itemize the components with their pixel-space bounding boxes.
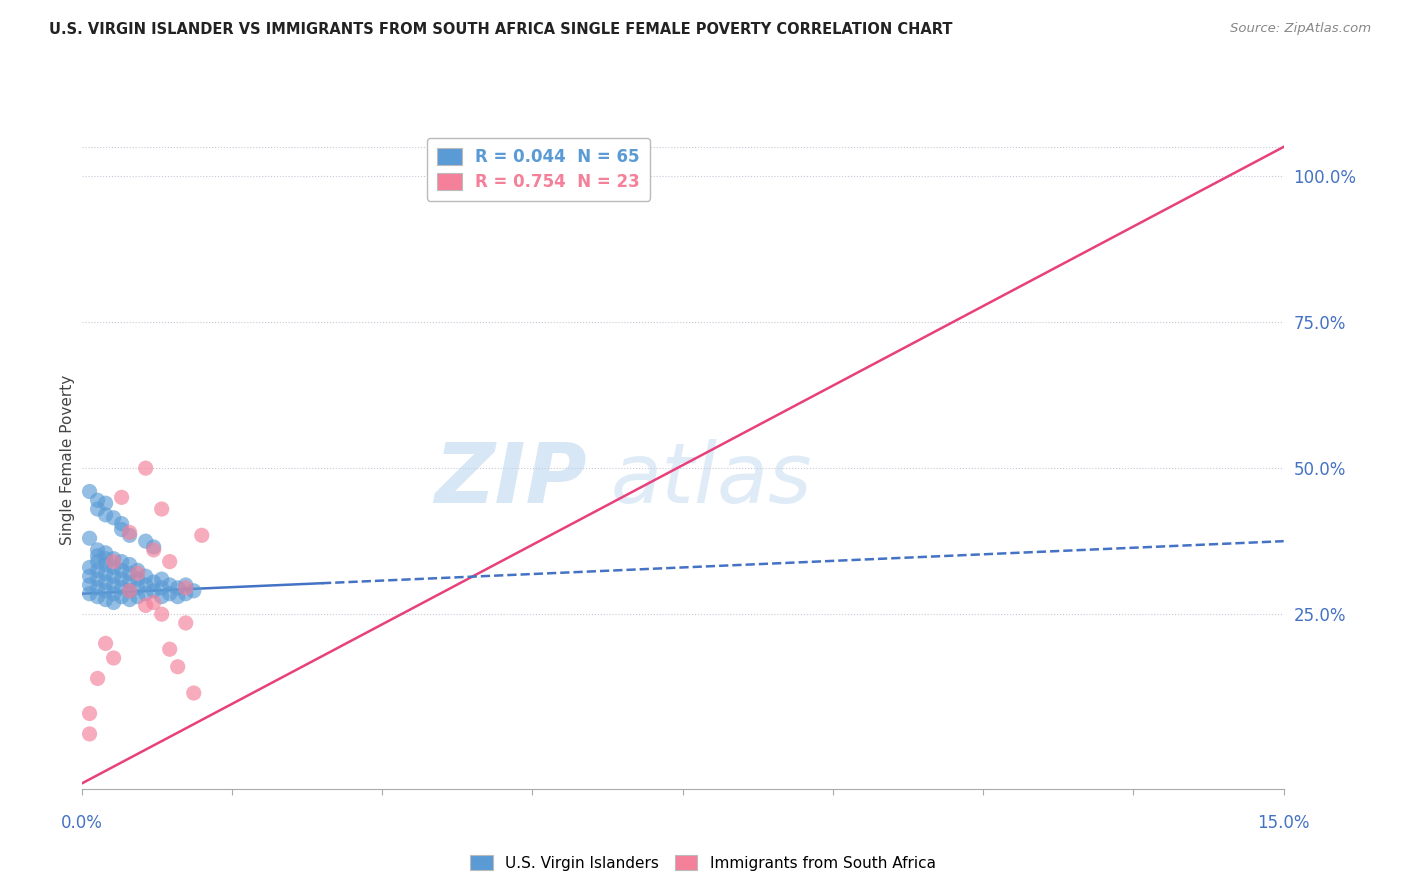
Text: U.S. VIRGIN ISLANDER VS IMMIGRANTS FROM SOUTH AFRICA SINGLE FEMALE POVERTY CORRE: U.S. VIRGIN ISLANDER VS IMMIGRANTS FROM … [49, 22, 953, 37]
Point [118, 525, 141, 540]
Text: 0.0%: 0.0% [60, 814, 103, 831]
Point [94, 508, 117, 522]
Point [183, 583, 205, 598]
Point [94, 546, 117, 560]
Point [127, 581, 149, 595]
Point [150, 607, 173, 622]
Point [86, 563, 108, 577]
Point [111, 563, 132, 577]
Point [166, 659, 188, 673]
Point [174, 578, 197, 592]
Point [79, 578, 101, 592]
Point [103, 569, 125, 583]
Point [142, 543, 165, 558]
Point [94, 496, 117, 510]
Point [94, 558, 117, 572]
Point [159, 587, 181, 601]
Point [111, 590, 132, 604]
Point [127, 572, 149, 586]
Point [94, 636, 117, 650]
Point [79, 587, 101, 601]
Point [135, 599, 157, 613]
Point [86, 672, 108, 686]
Point [127, 590, 149, 604]
Point [150, 502, 173, 516]
Point [118, 528, 141, 542]
Point [118, 558, 141, 572]
Point [142, 583, 165, 598]
Point [142, 540, 165, 554]
Point [142, 595, 165, 609]
Point [103, 578, 125, 592]
Point [159, 578, 181, 592]
Point [111, 581, 132, 595]
Point [103, 560, 125, 574]
Text: 15.0%: 15.0% [1257, 814, 1310, 831]
Point [135, 461, 157, 475]
Point [142, 575, 165, 590]
Point [159, 642, 181, 657]
Point [150, 590, 173, 604]
Point [127, 566, 149, 581]
Point [94, 592, 117, 607]
Point [79, 531, 101, 545]
Point [86, 493, 108, 508]
Point [166, 590, 188, 604]
Point [86, 590, 108, 604]
Point [86, 502, 108, 516]
Point [103, 651, 125, 665]
Point [150, 572, 173, 586]
Point [111, 572, 132, 586]
Legend: R = 0.044  N = 65, R = 0.754  N = 23: R = 0.044 N = 65, R = 0.754 N = 23 [427, 137, 650, 201]
Point [183, 686, 205, 700]
Point [94, 583, 117, 598]
Point [174, 615, 197, 630]
Point [103, 587, 125, 601]
Point [118, 592, 141, 607]
Point [86, 581, 108, 595]
Point [111, 523, 132, 537]
Text: ZIP: ZIP [434, 439, 586, 520]
Point [127, 563, 149, 577]
Point [86, 555, 108, 569]
Point [174, 581, 197, 595]
Point [174, 587, 197, 601]
Point [103, 510, 125, 524]
Point [150, 581, 173, 595]
Point [118, 583, 141, 598]
Point [103, 595, 125, 609]
Point [94, 551, 117, 566]
Point [111, 491, 132, 505]
Point [135, 569, 157, 583]
Point [191, 528, 214, 542]
Point [79, 706, 101, 721]
Point [118, 583, 141, 598]
Point [135, 587, 157, 601]
Point [159, 555, 181, 569]
Point [118, 566, 141, 581]
Point [86, 543, 108, 558]
Point [111, 555, 132, 569]
Point [94, 575, 117, 590]
Point [103, 555, 125, 569]
Point [118, 575, 141, 590]
Point [166, 581, 188, 595]
Point [94, 566, 117, 581]
Point [111, 516, 132, 531]
Point [79, 727, 101, 741]
Point [79, 569, 101, 583]
Text: atlas: atlas [610, 439, 813, 520]
Point [79, 560, 101, 574]
Legend: U.S. Virgin Islanders, Immigrants from South Africa: U.S. Virgin Islanders, Immigrants from S… [461, 846, 945, 880]
Point [135, 578, 157, 592]
Point [86, 572, 108, 586]
Point [103, 551, 125, 566]
Text: Source: ZipAtlas.com: Source: ZipAtlas.com [1230, 22, 1371, 36]
Point [79, 484, 101, 499]
Point [86, 549, 108, 563]
Y-axis label: Single Female Poverty: Single Female Poverty [59, 375, 75, 544]
Point [135, 534, 157, 549]
